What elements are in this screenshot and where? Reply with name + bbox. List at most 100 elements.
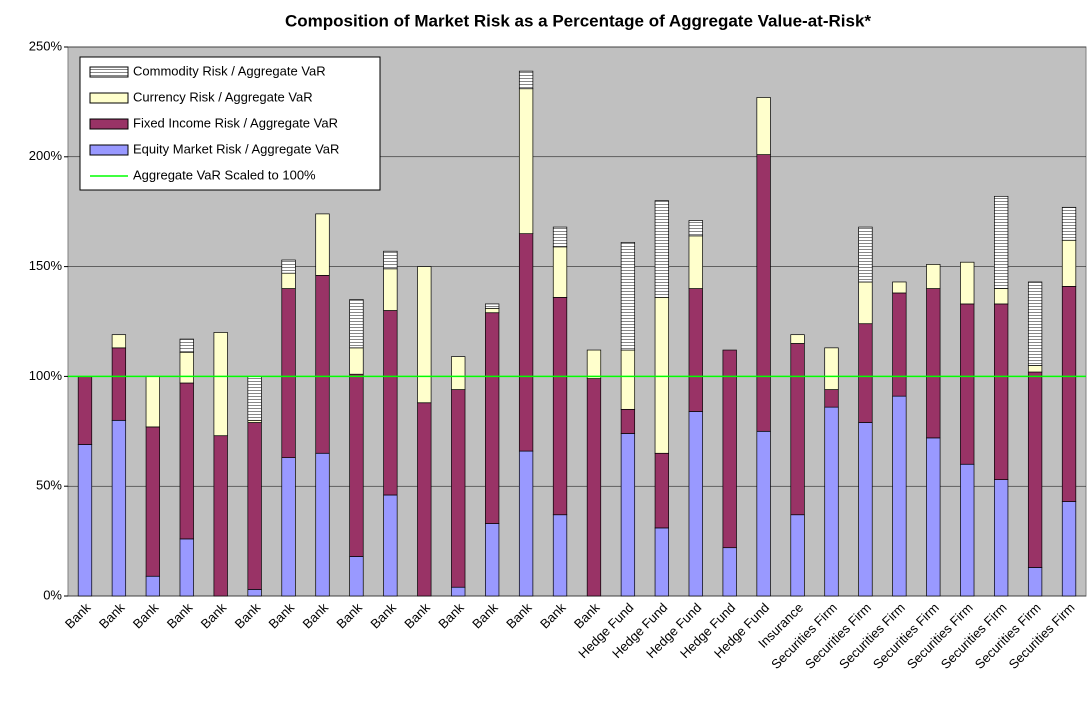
- x-tick-label: Bank: [266, 600, 298, 632]
- bar-segment: [552, 246, 568, 298]
- bar-segment: [518, 88, 534, 235]
- bar-segment: [790, 514, 805, 597]
- bar-segment: [1061, 501, 1077, 597]
- x-tick-label: Bank: [503, 600, 535, 632]
- bar-segment: [1027, 567, 1043, 597]
- x-tick-label: Bank: [367, 600, 399, 632]
- bar-segment: [1027, 365, 1043, 373]
- x-tick-label: Bank: [96, 600, 128, 632]
- x-tick-label: Bank: [232, 600, 264, 632]
- x-tick-label: Bank: [333, 600, 365, 632]
- bar-segment: [756, 430, 771, 597]
- bar-segment: [485, 307, 500, 314]
- bar-segment: [688, 288, 703, 412]
- bar-segment: [722, 349, 737, 549]
- bar-segment: [552, 296, 568, 516]
- bar-segment: [790, 343, 805, 516]
- legend: [79, 56, 381, 191]
- bar-segment: [858, 422, 873, 597]
- bar-segment: [892, 395, 907, 597]
- bar-segment: [1061, 286, 1077, 502]
- legend-swatch: [89, 118, 129, 130]
- bar-segment: [1061, 239, 1077, 287]
- bar-segment: [383, 310, 398, 496]
- bar-segment: [994, 288, 1009, 305]
- bar-segment: [858, 281, 873, 325]
- bar-segment: [688, 411, 703, 597]
- bar-segment: [620, 408, 636, 434]
- bar-segment: [315, 213, 330, 276]
- bar-segment: [213, 332, 228, 437]
- bar-segment: [145, 376, 160, 428]
- bar-segment: [451, 389, 466, 588]
- legend-label: Aggregate VaR Scaled to 100%: [133, 167, 316, 182]
- y-tick-label: 100%: [29, 368, 63, 383]
- bar-segment: [858, 226, 873, 283]
- y-tick-label: 250%: [29, 38, 63, 53]
- bar-segment: [247, 422, 262, 590]
- bar-segment: [586, 349, 602, 379]
- bar-segment: [552, 226, 568, 248]
- bar-segment: [111, 347, 127, 421]
- x-tick-label: Bank: [299, 600, 331, 632]
- bar-segment: [383, 268, 398, 311]
- bar-segment: [824, 347, 839, 390]
- bar-segment: [892, 292, 907, 397]
- bar-segment: [552, 514, 568, 597]
- bar-segment: [77, 376, 93, 445]
- y-tick-label: 50%: [36, 478, 62, 493]
- y-tick-label: 150%: [29, 258, 63, 273]
- x-tick-label: Bank: [469, 600, 501, 632]
- bar-segment: [654, 296, 669, 454]
- bar-segment: [281, 259, 296, 274]
- bar-segment: [688, 220, 703, 237]
- bar-segment: [1027, 281, 1043, 366]
- bar-segment: [722, 547, 737, 597]
- bar-segment: [485, 312, 500, 524]
- bar-segment: [518, 450, 534, 597]
- bar-segment: [145, 426, 160, 577]
- bar-segment: [485, 523, 500, 597]
- bar-segment: [824, 406, 839, 597]
- legend-swatch: [89, 66, 129, 78]
- bar-segment: [1027, 371, 1043, 568]
- bar-segment: [281, 288, 296, 459]
- bar-segment: [756, 154, 771, 432]
- y-tick-label: 0%: [43, 587, 62, 602]
- bar-segment: [994, 303, 1009, 480]
- bar-segment: [315, 275, 330, 454]
- legend-label: Equity Market Risk / Aggregate VaR: [133, 141, 339, 156]
- bar-segment: [213, 435, 228, 597]
- bar-segment: [960, 261, 975, 305]
- legend-swatch: [89, 144, 129, 156]
- bar-segment: [383, 250, 398, 270]
- legend-label: Fixed Income Risk / Aggregate VaR: [133, 115, 338, 130]
- bar-segment: [994, 479, 1009, 597]
- bar-segment: [349, 347, 364, 375]
- bar-segment: [383, 494, 398, 597]
- bar-segment: [417, 266, 432, 404]
- x-tick-label: Bank: [537, 600, 569, 632]
- bar-segment: [892, 281, 907, 294]
- bar-segment: [247, 376, 262, 421]
- bar-segment: [926, 288, 941, 439]
- x-tick-label: Bank: [435, 600, 467, 632]
- x-tick-label: Bank: [62, 600, 94, 632]
- bar-segment: [926, 437, 941, 597]
- bar-segment: [620, 433, 636, 597]
- bar-segment: [111, 419, 127, 597]
- bar-segment: [586, 378, 602, 597]
- bar-segment: [620, 242, 636, 351]
- chart-title: Composition of Market Risk as a Percenta…: [285, 11, 871, 30]
- x-tick-label: Bank: [198, 600, 230, 632]
- bar-segment: [994, 195, 1009, 289]
- bar-segment: [790, 334, 805, 344]
- bar-segment: [926, 264, 941, 289]
- bar-segment: [485, 303, 500, 309]
- bar-segment: [247, 589, 262, 597]
- bar-segment: [858, 323, 873, 423]
- x-tick-label: Bank: [130, 600, 162, 632]
- y-tick-label: 200%: [29, 148, 63, 163]
- bar-segment: [451, 356, 466, 390]
- bar-segment: [417, 402, 432, 597]
